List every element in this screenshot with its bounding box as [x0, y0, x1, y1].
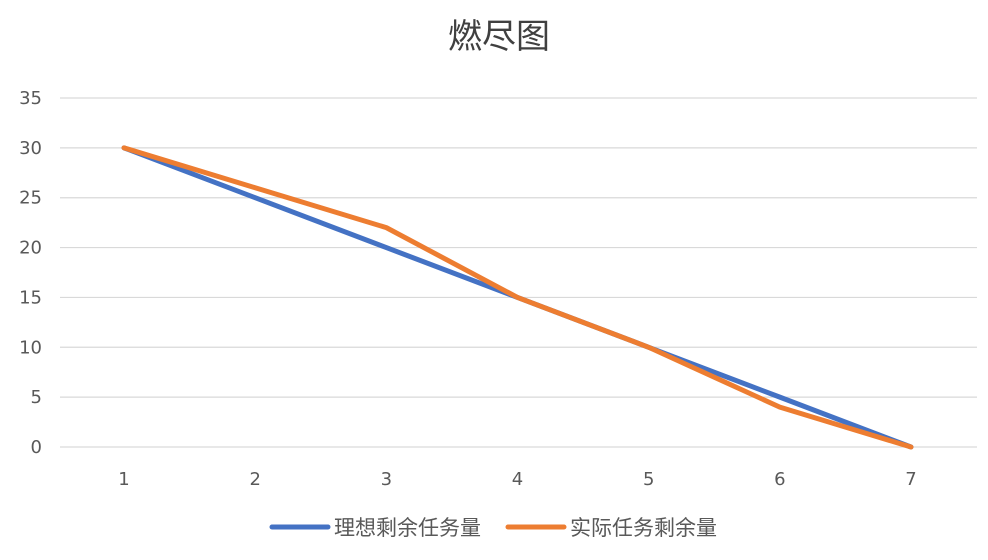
- x-tick-label: 4: [512, 469, 523, 490]
- y-tick-label: 20: [19, 238, 42, 259]
- x-tick-label: 1: [118, 469, 129, 490]
- series-lines: [121, 145, 914, 450]
- x-tick-label: 7: [905, 469, 916, 490]
- y-tick-label: 10: [19, 337, 42, 358]
- y-tick-label: 35: [19, 88, 42, 109]
- x-tick-label: 3: [381, 469, 392, 490]
- x-tick-label: 2: [249, 469, 260, 490]
- series-line-2: [121, 145, 914, 450]
- legend-label-2: 实际任务剩余量: [570, 516, 717, 540]
- y-tick-label: 15: [19, 287, 42, 308]
- gridlines: [60, 97, 977, 448]
- x-tick-label: 5: [643, 469, 654, 490]
- x-axis-ticks: 1 2 3 4 5 6 7: [118, 469, 916, 490]
- chart-title: 燃尽图: [448, 17, 550, 57]
- y-tick-label: 25: [19, 188, 42, 209]
- y-tick-label: 5: [31, 387, 42, 408]
- legend: 理想剩余任务量 实际任务剩余量: [269, 516, 717, 540]
- y-tick-label: 30: [19, 138, 42, 159]
- y-axis-ticks: 0 5 10 15 20 25 30 35: [19, 88, 42, 458]
- x-tick-label: 6: [774, 469, 785, 490]
- y-tick-label: 0: [31, 437, 42, 458]
- legend-label-1: 理想剩余任务量: [334, 516, 481, 540]
